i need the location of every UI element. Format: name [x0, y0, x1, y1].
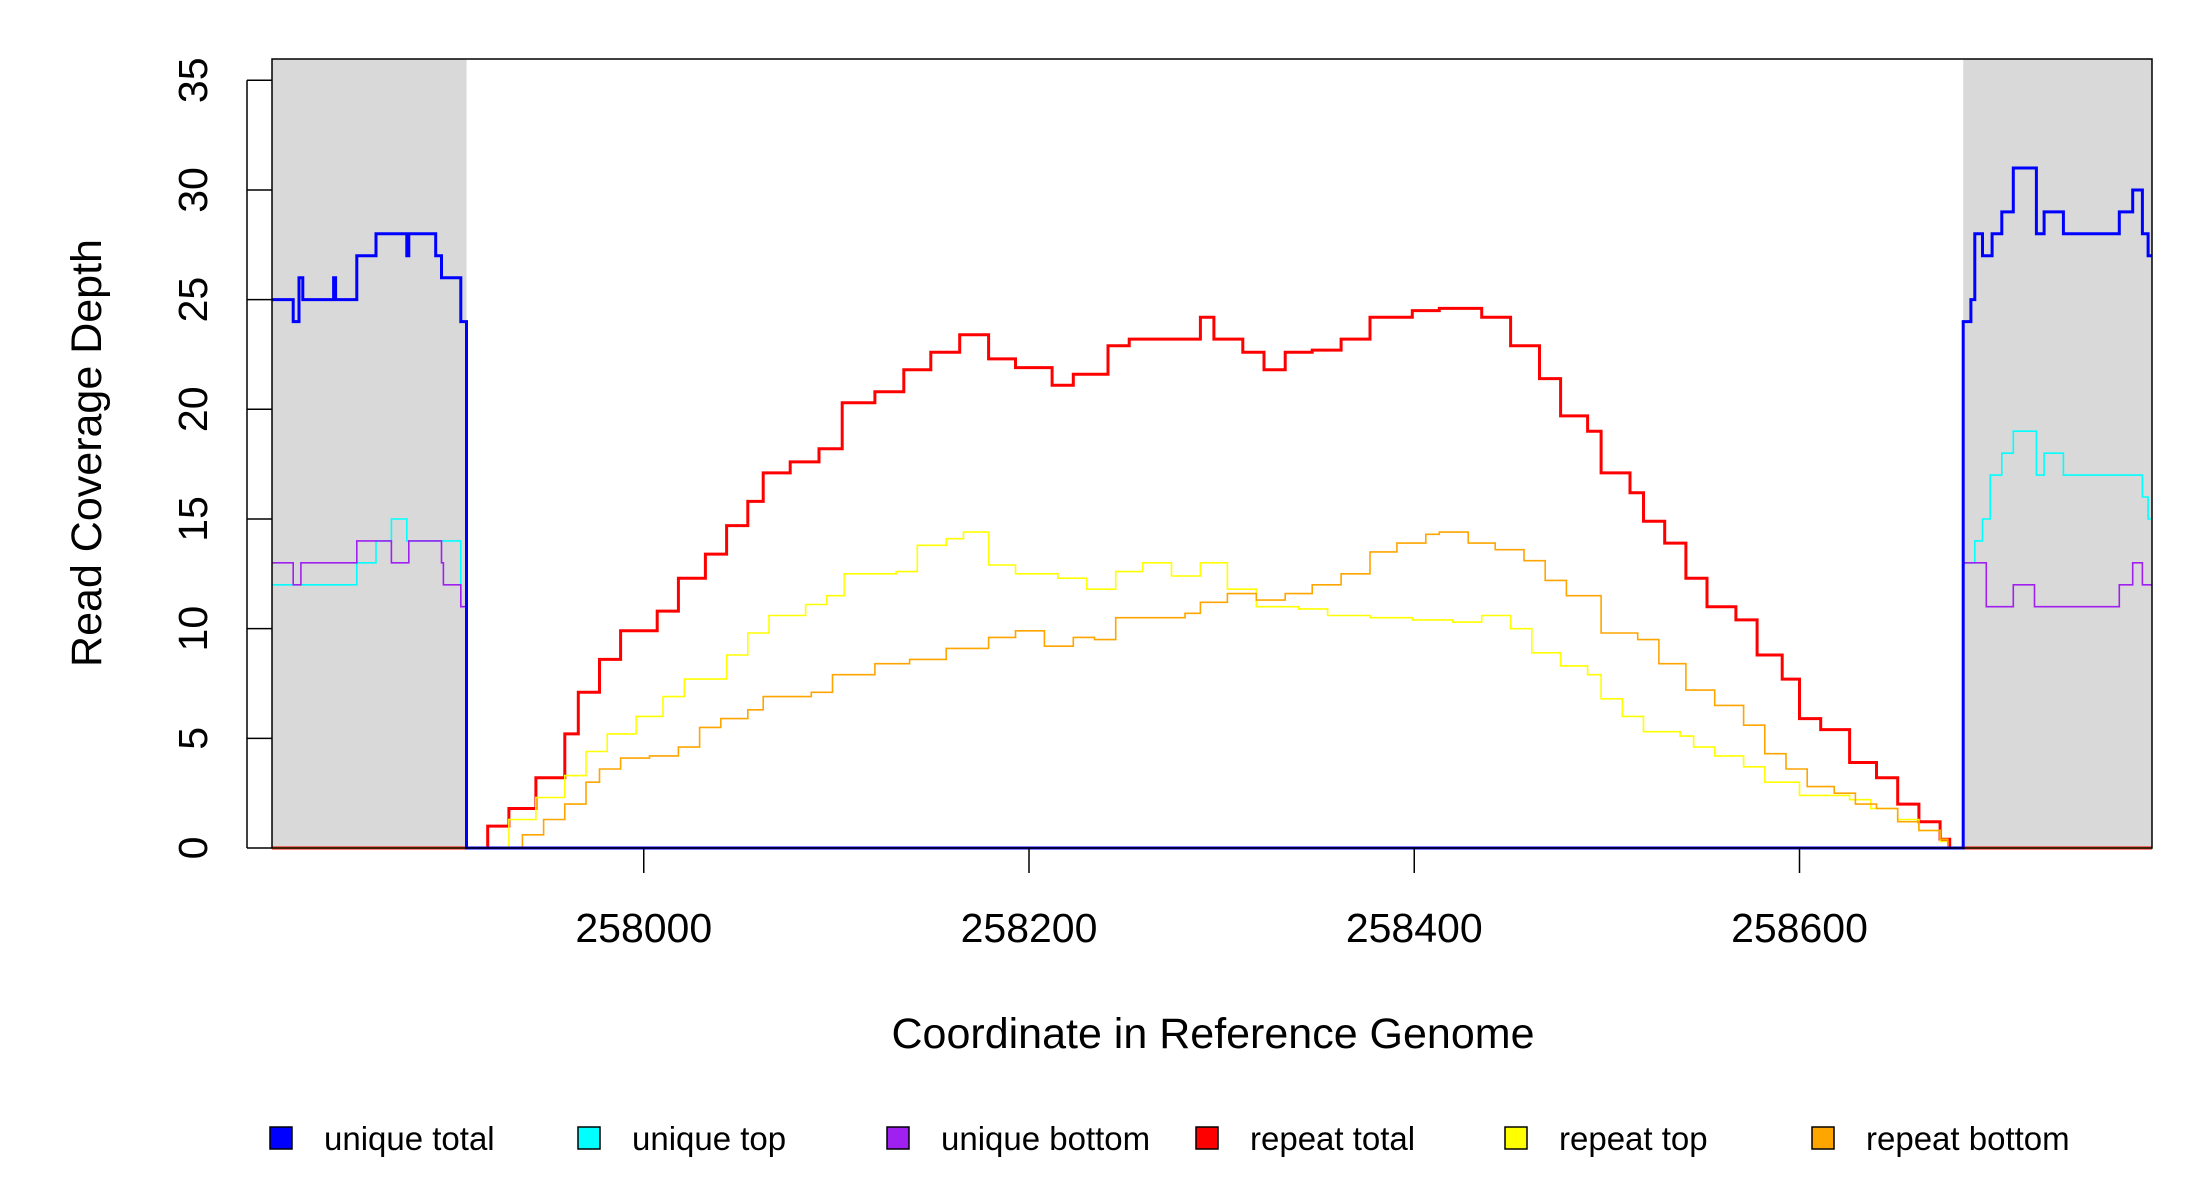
plot-frame: [271, 58, 2153, 849]
series-line-repeat-top: [272, 531, 2152, 849]
y-tick-label: 20: [170, 386, 216, 432]
legend-swatch: [1195, 1126, 1219, 1150]
y-tick-label: 30: [170, 167, 216, 213]
legend-label: repeat bottom: [1866, 1120, 2070, 1157]
series-line-repeat-bottom: [272, 531, 2152, 849]
legend-swatch: [1504, 1126, 1528, 1150]
series-line-unique-total: [272, 166, 2152, 850]
shaded-regions: [272, 59, 2152, 848]
series-line-unique-top: [272, 430, 2152, 849]
y-tick-label: 5: [170, 727, 216, 750]
legend-label: unique total: [324, 1120, 495, 1157]
x-tick-label: 258600: [1731, 905, 1868, 951]
legend-label: unique top: [632, 1120, 786, 1157]
legend-swatch: [269, 1126, 293, 1150]
shaded-region: [272, 59, 467, 848]
x-tick-label: 258000: [575, 905, 712, 951]
x-axis: 258000 258200 258400 258600: [575, 848, 1868, 951]
x-tick-label: 258200: [961, 905, 1098, 951]
x-axis-title: Coordinate in Reference Genome: [892, 1010, 1535, 1058]
legend-label: repeat top: [1559, 1120, 1708, 1157]
y-axis-title: Read Coverage Depth: [63, 239, 111, 667]
y-tick-label: 25: [170, 277, 216, 323]
y-tick-label: 0: [170, 837, 216, 860]
legend-swatch: [1811, 1126, 1835, 1150]
series-lines: [272, 166, 2152, 850]
legend-swatch: [886, 1126, 910, 1150]
y-axis: 0 5 10 15 20 25 30 35: [170, 57, 272, 859]
series-line-repeat-total: [272, 306, 2152, 850]
legend-swatch: [577, 1126, 601, 1150]
y-tick-label: 10: [170, 606, 216, 652]
y-tick-label: 15: [170, 496, 216, 542]
legend-label: repeat total: [1250, 1120, 1415, 1157]
y-tick-label: 35: [170, 57, 216, 103]
x-tick-label: 258400: [1346, 905, 1483, 951]
legend-label: unique bottom: [941, 1120, 1150, 1157]
series-line-unique-bottom: [272, 540, 2152, 849]
legend: unique total unique top unique bottom repea…: [269, 1120, 2070, 1157]
